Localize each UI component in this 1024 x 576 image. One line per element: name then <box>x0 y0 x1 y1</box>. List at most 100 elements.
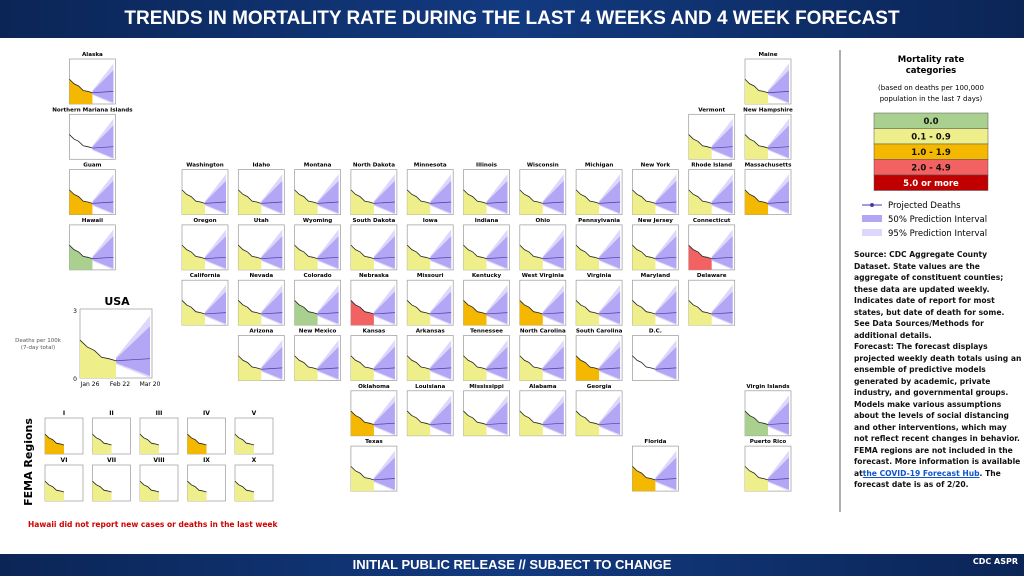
projected-line <box>599 201 621 204</box>
projected-line <box>486 256 508 259</box>
category-label: 0.0 <box>923 117 938 127</box>
pi50-band <box>92 180 114 214</box>
header: TRENDS IN MORTALITY RATE DURING THE LAST… <box>0 0 1024 38</box>
pi50-band <box>768 180 789 214</box>
category-label: 5.0 or more <box>903 179 959 189</box>
history-line <box>519 189 543 204</box>
history-area <box>350 466 374 492</box>
state-label: Virgin Islands <box>746 384 790 390</box>
history-area <box>182 245 205 270</box>
pi50-band <box>542 180 564 214</box>
history-area <box>576 189 600 215</box>
pi50-band <box>205 236 226 269</box>
history-line <box>406 355 431 370</box>
pi50-band <box>373 457 395 490</box>
category-swatch <box>873 174 989 191</box>
history-line <box>406 300 431 315</box>
history-line <box>69 244 93 260</box>
projected-line <box>430 367 452 370</box>
state-label: Texas <box>365 439 383 445</box>
pi50-band <box>116 326 150 376</box>
history-line <box>238 189 262 204</box>
history-area <box>92 434 112 454</box>
history-line <box>463 244 487 260</box>
history-area <box>238 189 262 215</box>
pi50-band <box>542 236 564 269</box>
projected-line <box>430 422 452 425</box>
fema-label: VI <box>61 457 68 464</box>
pi50-band <box>655 291 677 324</box>
pi50-band <box>317 180 339 214</box>
history-line <box>632 300 656 315</box>
pi50-band <box>317 346 339 380</box>
state-label: Missouri <box>417 273 444 279</box>
pi50-band <box>599 402 621 435</box>
history-area <box>688 245 712 270</box>
pi50-band <box>373 291 395 324</box>
history-area <box>519 411 543 436</box>
state-label: Idaho <box>252 163 270 169</box>
history-area <box>745 79 768 104</box>
history-line <box>350 355 375 370</box>
pi50-band <box>486 402 508 435</box>
projected-line <box>317 201 339 204</box>
footer: INITIAL PUBLIC RELEASE // SUBJECT TO CHA… <box>0 554 1024 576</box>
history-line <box>92 433 112 446</box>
state-label: Wisconsin <box>527 163 559 169</box>
projected-line <box>542 367 564 370</box>
pi50-band <box>373 236 395 269</box>
history-line <box>575 300 600 315</box>
projected-line <box>767 422 790 425</box>
pi50-band <box>373 180 395 214</box>
history-line <box>632 189 656 204</box>
state-label: Connecticut <box>693 218 731 224</box>
history-line <box>632 466 656 481</box>
forecast-text: Forecast: The forecast displays projecte… <box>854 341 1022 491</box>
fema-title: FEMA Regions <box>22 418 35 506</box>
state-label: Louisiana <box>415 384 445 390</box>
pi50-band <box>92 125 114 158</box>
history-line <box>44 480 65 493</box>
history-area <box>576 411 600 436</box>
history-area <box>688 134 712 160</box>
pi50-band <box>542 402 564 435</box>
projected-line <box>373 422 395 425</box>
history-line <box>350 410 375 425</box>
history-area <box>463 355 487 381</box>
pi50-band <box>430 180 452 214</box>
projected-line <box>711 312 733 315</box>
projected-line <box>373 201 395 204</box>
pi50-band <box>373 346 395 380</box>
state-label: Hawaii <box>82 218 103 224</box>
history-area <box>140 434 159 454</box>
history-line <box>350 189 375 204</box>
history-line <box>744 410 769 425</box>
legend-subtitle: population in the last 7 days) <box>880 95 983 103</box>
usa-x-tick: Mar 20 <box>140 381 161 388</box>
history-line <box>744 189 769 204</box>
projected-line <box>486 201 508 204</box>
projected-line <box>373 256 395 259</box>
link[interactable]: the COVID-19 Forecast Hub <box>862 468 980 478</box>
usa-y-tick: 0 <box>73 376 77 383</box>
pi50-band <box>430 402 452 435</box>
history-area <box>519 300 543 326</box>
history-line <box>69 78 93 94</box>
history-line <box>463 355 487 370</box>
projected-line <box>655 256 677 259</box>
history-line <box>744 134 769 149</box>
projected-line <box>486 312 508 315</box>
history-area <box>350 300 374 326</box>
projected-line <box>599 367 621 370</box>
history-line <box>463 410 487 425</box>
projected-line <box>542 201 564 204</box>
history-area <box>632 466 656 492</box>
history-line <box>688 134 712 149</box>
fema-label: VII <box>107 457 116 464</box>
pi50-band <box>205 180 226 214</box>
state-label: Indiana <box>475 218 499 224</box>
state-label: Arkansas <box>416 329 446 335</box>
history-area <box>519 355 543 381</box>
